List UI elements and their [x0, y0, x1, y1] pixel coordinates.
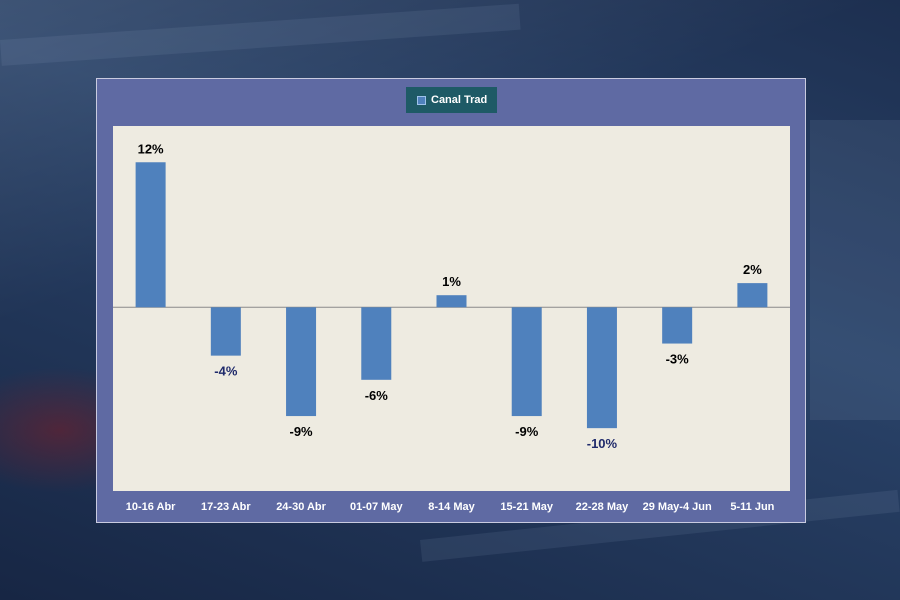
- data-label: -6%: [365, 388, 389, 403]
- data-label: 1%: [442, 274, 461, 289]
- bar-chart: 12% 10-16 Abr -4% 17-23 Abr -9% 24-30 Abr -6% 0…: [113, 141, 790, 513]
- legend: Canal Trad: [406, 87, 498, 113]
- bar-15-21-may: [511, 307, 542, 417]
- data-label: -4%: [214, 364, 238, 379]
- x-tick-label: 29 May-4 Jun: [643, 501, 712, 513]
- bar-01-07-may: [361, 307, 392, 380]
- data-label: -3%: [666, 352, 690, 367]
- bar-22-28-may: [586, 307, 617, 429]
- bar-10-16-abr: [135, 162, 166, 308]
- x-tick-label: 01-07 May: [350, 501, 403, 513]
- x-tick-label: 10-16 Abr: [126, 501, 176, 513]
- bar-29-may-4-jun: [662, 307, 693, 344]
- x-tick-label: 24-30 Abr: [276, 501, 326, 513]
- data-label: -9%: [289, 424, 313, 439]
- x-tick-label: 15-21 May: [500, 501, 553, 513]
- bar-8-14-may: [436, 295, 467, 308]
- bar-24-30-abr: [286, 307, 317, 417]
- chart-panel: Canal Trad 12% 10-16 Abr -4% 17-23 Abr -9% 24…: [96, 78, 806, 523]
- x-tick-label: 22-28 May: [576, 501, 629, 513]
- background-streak: [0, 3, 521, 66]
- data-label: 12%: [138, 141, 164, 156]
- bar-17-23-abr: [210, 307, 241, 356]
- bar-5-11-jun: [737, 283, 768, 308]
- x-tick-label: 17-23 Abr: [201, 501, 251, 513]
- data-label: -10%: [587, 436, 618, 451]
- legend-label: Canal Trad: [431, 94, 488, 106]
- x-tick-label: 5-11 Jun: [730, 501, 774, 513]
- background-streak: [810, 120, 900, 420]
- data-label: 2%: [743, 262, 762, 277]
- legend-swatch: [417, 95, 426, 105]
- data-label: -9%: [515, 424, 539, 439]
- x-tick-label: 8-14 May: [428, 501, 475, 513]
